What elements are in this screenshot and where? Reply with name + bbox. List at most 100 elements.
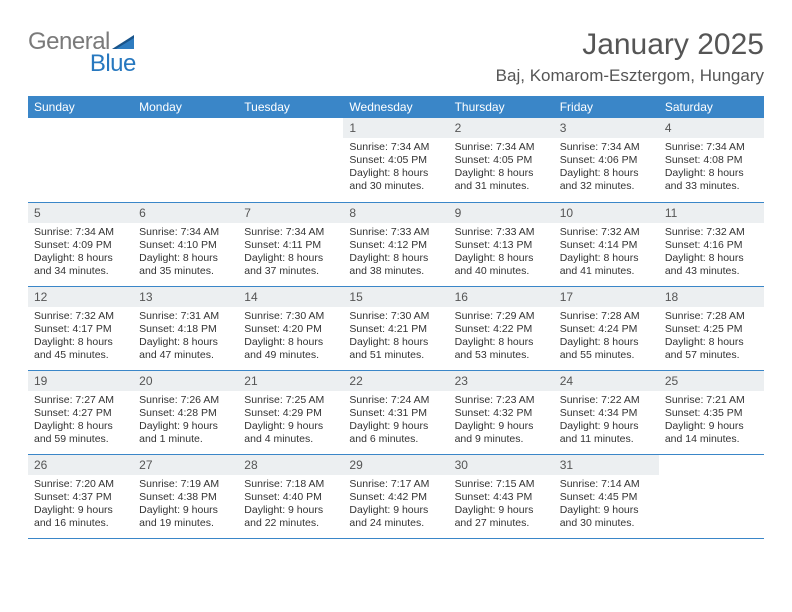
day-detail-line: Daylight: 8 hours — [349, 336, 442, 349]
calendar-cell — [133, 118, 238, 202]
calendar-cell: 22Sunrise: 7:24 AMSunset: 4:31 PMDayligh… — [343, 370, 448, 454]
day-detail-line: Sunrise: 7:26 AM — [139, 394, 232, 407]
day-number: 27 — [133, 455, 238, 475]
day-detail-line: Sunrise: 7:34 AM — [560, 141, 653, 154]
day-detail-line: Daylight: 8 hours — [560, 167, 653, 180]
day-detail-line: Sunrise: 7:30 AM — [349, 310, 442, 323]
calendar-cell: 24Sunrise: 7:22 AMSunset: 4:34 PMDayligh… — [554, 370, 659, 454]
day-number: 21 — [238, 371, 343, 391]
logo: General Blue — [28, 28, 136, 78]
calendar-cell: 16Sunrise: 7:29 AMSunset: 4:22 PMDayligh… — [449, 286, 554, 370]
day-detail-text: Sunrise: 7:33 AMSunset: 4:13 PMDaylight:… — [449, 223, 554, 279]
day-detail-text: Sunrise: 7:23 AMSunset: 4:32 PMDaylight:… — [449, 391, 554, 447]
day-number: 19 — [28, 371, 133, 391]
calendar-cell: 21Sunrise: 7:25 AMSunset: 4:29 PMDayligh… — [238, 370, 343, 454]
day-number: 8 — [343, 203, 448, 223]
day-detail-line: and 43 minutes. — [665, 265, 758, 278]
day-detail-line: Sunrise: 7:22 AM — [560, 394, 653, 407]
day-number: 29 — [343, 455, 448, 475]
day-detail-line: Sunset: 4:32 PM — [455, 407, 548, 420]
day-detail-line: Sunset: 4:24 PM — [560, 323, 653, 336]
day-detail-line: Sunrise: 7:29 AM — [455, 310, 548, 323]
day-detail-line: Sunrise: 7:34 AM — [139, 226, 232, 239]
day-detail-line: Daylight: 8 hours — [139, 252, 232, 265]
day-detail-line: and 37 minutes. — [244, 265, 337, 278]
day-number: 15 — [343, 287, 448, 307]
day-detail-text: Sunrise: 7:26 AMSunset: 4:28 PMDaylight:… — [133, 391, 238, 447]
day-detail-text: Sunrise: 7:28 AMSunset: 4:25 PMDaylight:… — [659, 307, 764, 363]
calendar-cell: 11Sunrise: 7:32 AMSunset: 4:16 PMDayligh… — [659, 202, 764, 286]
day-detail-line: Daylight: 8 hours — [560, 336, 653, 349]
calendar-cell: 10Sunrise: 7:32 AMSunset: 4:14 PMDayligh… — [554, 202, 659, 286]
calendar-cell: 3 Sunrise: 7:34 AMSunset: 4:06 PMDaylight… — [554, 118, 659, 202]
day-detail-line: and 32 minutes. — [560, 180, 653, 193]
day-detail-text: Sunrise: 7:33 AMSunset: 4:12 PMDaylight:… — [343, 223, 448, 279]
day-number: 7 — [238, 203, 343, 223]
day-detail-line: and 53 minutes. — [455, 349, 548, 362]
calendar-cell: 6Sunrise: 7:34 AMSunset: 4:10 PMDaylight… — [133, 202, 238, 286]
calendar-cell: 26Sunrise: 7:20 AMSunset: 4:37 PMDayligh… — [28, 454, 133, 538]
day-detail-text: Sunrise: 7:34 AMSunset: 4:05 PMDaylight:… — [449, 138, 554, 194]
day-detail-line: Daylight: 8 hours — [244, 252, 337, 265]
day-number: 2 — [449, 118, 554, 138]
day-detail-text: Sunrise: 7:30 AMSunset: 4:20 PMDaylight:… — [238, 307, 343, 363]
day-detail-line: Sunset: 4:25 PM — [665, 323, 758, 336]
day-detail-text: Sunrise: 7:17 AMSunset: 4:42 PMDaylight:… — [343, 475, 448, 531]
calendar-cell: 19Sunrise: 7:27 AMSunset: 4:27 PMDayligh… — [28, 370, 133, 454]
day-detail-line: Daylight: 9 hours — [560, 504, 653, 517]
day-detail-text: Sunrise: 7:20 AMSunset: 4:37 PMDaylight:… — [28, 475, 133, 531]
day-detail-line: Daylight: 8 hours — [34, 252, 127, 265]
calendar-cell: 1Sunrise: 7:34 AMSunset: 4:05 PMDaylight… — [343, 118, 448, 202]
day-detail-line: Daylight: 8 hours — [349, 167, 442, 180]
calendar-table: SundayMondayTuesdayWednesdayThursdayFrid… — [28, 96, 764, 539]
day-header: Friday — [554, 96, 659, 118]
day-detail-line: and 55 minutes. — [560, 349, 653, 362]
day-detail-text: Sunrise: 7:18 AMSunset: 4:40 PMDaylight:… — [238, 475, 343, 531]
calendar-cell: 13Sunrise: 7:31 AMSunset: 4:18 PMDayligh… — [133, 286, 238, 370]
day-number: 3 — [554, 118, 659, 138]
calendar-cell: 25Sunrise: 7:21 AMSunset: 4:35 PMDayligh… — [659, 370, 764, 454]
calendar-cell: 30Sunrise: 7:15 AMSunset: 4:43 PMDayligh… — [449, 454, 554, 538]
day-detail-text: Sunrise: 7:24 AMSunset: 4:31 PMDaylight:… — [343, 391, 448, 447]
day-detail-line: Sunset: 4:27 PM — [34, 407, 127, 420]
day-detail-line: and 27 minutes. — [455, 517, 548, 530]
calendar-week-row: 19Sunrise: 7:27 AMSunset: 4:27 PMDayligh… — [28, 370, 764, 454]
day-detail-line: and 24 minutes. — [349, 517, 442, 530]
day-detail-line: Sunrise: 7:34 AM — [665, 141, 758, 154]
calendar-cell: 27Sunrise: 7:19 AMSunset: 4:38 PMDayligh… — [133, 454, 238, 538]
day-detail-line: Daylight: 9 hours — [349, 420, 442, 433]
day-detail-text: Sunrise: 7:19 AMSunset: 4:38 PMDaylight:… — [133, 475, 238, 531]
day-detail-text: Sunrise: 7:34 AMSunset: 4:10 PMDaylight:… — [133, 223, 238, 279]
day-detail-text: Sunrise: 7:34 AMSunset: 4:11 PMDaylight:… — [238, 223, 343, 279]
calendar-cell: 29Sunrise: 7:17 AMSunset: 4:42 PMDayligh… — [343, 454, 448, 538]
calendar-week-row: 5Sunrise: 7:34 AMSunset: 4:09 PMDaylight… — [28, 202, 764, 286]
day-detail-line: and 40 minutes. — [455, 265, 548, 278]
day-detail-line: Sunrise: 7:30 AM — [244, 310, 337, 323]
day-number: 22 — [343, 371, 448, 391]
day-detail-text: Sunrise: 7:25 AMSunset: 4:29 PMDaylight:… — [238, 391, 343, 447]
day-detail-line: Sunset: 4:43 PM — [455, 491, 548, 504]
calendar-body: 1Sunrise: 7:34 AMSunset: 4:05 PMDaylight… — [28, 118, 764, 538]
day-detail-line: Sunset: 4:11 PM — [244, 239, 337, 252]
day-detail-text: Sunrise: 7:32 AMSunset: 4:16 PMDaylight:… — [659, 223, 764, 279]
day-number: 5 — [28, 203, 133, 223]
day-detail-line: Sunset: 4:13 PM — [455, 239, 548, 252]
day-detail-text: Sunrise: 7:34 AMSunset: 4:08 PMDaylight:… — [659, 138, 764, 194]
day-detail-line: and 4 minutes. — [244, 433, 337, 446]
day-detail-text: Sunrise: 7:30 AMSunset: 4:21 PMDaylight:… — [343, 307, 448, 363]
day-number: 17 — [554, 287, 659, 307]
day-detail-line: Sunset: 4:08 PM — [665, 154, 758, 167]
day-detail-line: and 14 minutes. — [665, 433, 758, 446]
location-text: Baj, Komarom-Esztergom, Hungary — [496, 66, 764, 86]
day-detail-line: Sunset: 4:40 PM — [244, 491, 337, 504]
day-detail-line: Sunset: 4:06 PM — [560, 154, 653, 167]
day-number: 23 — [449, 371, 554, 391]
calendar-cell: 15Sunrise: 7:30 AMSunset: 4:21 PMDayligh… — [343, 286, 448, 370]
day-detail-line: and 45 minutes. — [34, 349, 127, 362]
day-detail-line: Sunrise: 7:32 AM — [665, 226, 758, 239]
day-detail-line: Sunset: 4:29 PM — [244, 407, 337, 420]
day-detail-line: and 51 minutes. — [349, 349, 442, 362]
day-number: 10 — [554, 203, 659, 223]
day-header: Tuesday — [238, 96, 343, 118]
calendar-cell: 12Sunrise: 7:32 AMSunset: 4:17 PMDayligh… — [28, 286, 133, 370]
